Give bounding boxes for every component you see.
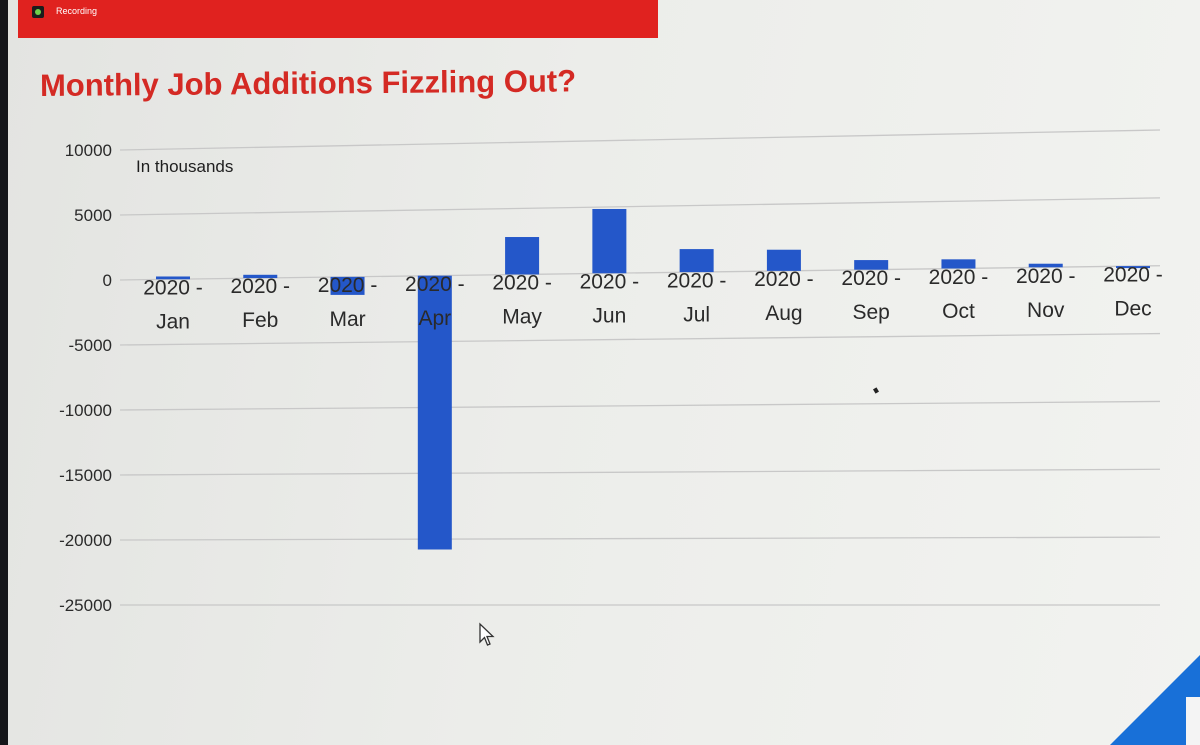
- gridline: [119, 129, 1161, 151]
- x-tick-label-month: Jul: [683, 303, 710, 326]
- bar: [592, 208, 627, 274]
- bar: [766, 249, 801, 271]
- x-tick-label-year: 2020 -: [405, 273, 465, 296]
- bar: [1028, 263, 1063, 268]
- x-tick-label-month: Jun: [592, 305, 626, 328]
- gridline: [119, 536, 1161, 541]
- x-tick-label-month: Jan: [156, 310, 190, 333]
- x-tick-label-year: 2020 -: [318, 274, 378, 297]
- y-tick-label: -15000: [59, 466, 112, 485]
- bar: [243, 274, 278, 279]
- y-tick-label: 10000: [65, 141, 112, 160]
- y-tick-label: -10000: [59, 401, 112, 420]
- x-tick-label-month: Dec: [1114, 298, 1151, 321]
- gridline: [119, 400, 1161, 411]
- bar: [679, 249, 714, 273]
- screen: Recording Monthly Job Additions Fizzling…: [8, 0, 1200, 745]
- gridline: [119, 197, 1161, 216]
- mouse-cursor-icon: [479, 622, 495, 646]
- y-tick-label: -20000: [59, 531, 112, 550]
- x-tick-label-month: Nov: [1027, 299, 1065, 322]
- bar: [156, 276, 190, 280]
- x-tick-label-year: 2020 -: [580, 271, 640, 294]
- bar: [854, 260, 889, 270]
- gridline: [119, 265, 1161, 281]
- x-tick-label-month: Sep: [852, 301, 889, 324]
- bar: [417, 275, 452, 550]
- unit-label: In thousands: [136, 157, 233, 176]
- bar: [941, 259, 976, 269]
- bar: [505, 237, 540, 275]
- x-tick-label-year: 2020 -: [754, 268, 814, 291]
- recording-shield-icon: [32, 6, 44, 18]
- recording-banner: Recording: [18, 0, 658, 38]
- y-tick-label: -5000: [69, 336, 112, 355]
- bar-chart: 10000 5000 0 -5000 -10000 -15000 -20000 -25000 I…: [59, 129, 1163, 615]
- bar: [330, 276, 365, 295]
- y-tick-label: -25000: [59, 596, 112, 615]
- y-tick-label: 5000: [74, 206, 112, 225]
- bar: [1116, 266, 1150, 269]
- x-tick-label-month: Aug: [765, 302, 802, 325]
- x-tick-label-year: 2020 -: [230, 275, 290, 298]
- x-tick-label-year: 2020 -: [1103, 264, 1163, 287]
- x-tick-label-year: 2020 -: [667, 269, 727, 292]
- x-tick-label-year: 2020 -: [929, 266, 989, 289]
- gridline: [119, 468, 1161, 476]
- x-tick-label-month: Feb: [242, 309, 278, 332]
- x-tick-label-year: 2020 -: [143, 276, 203, 299]
- slide-corner-white: [1186, 697, 1200, 745]
- x-tick-label-year: 2020 -: [1016, 265, 1076, 288]
- x-tick-label-month: Mar: [329, 308, 365, 331]
- x-tick-label-year: 2020 -: [492, 272, 552, 295]
- y-tick-label: 0: [103, 271, 112, 290]
- gridline: [119, 332, 1161, 346]
- x-tick-label-month: Apr: [418, 307, 451, 330]
- x-tick-label-year: 2020 -: [841, 267, 901, 290]
- recording-label: Recording: [56, 6, 98, 16]
- x-tick-label-month: May: [502, 306, 542, 329]
- x-tick-label-month: Oct: [942, 300, 975, 323]
